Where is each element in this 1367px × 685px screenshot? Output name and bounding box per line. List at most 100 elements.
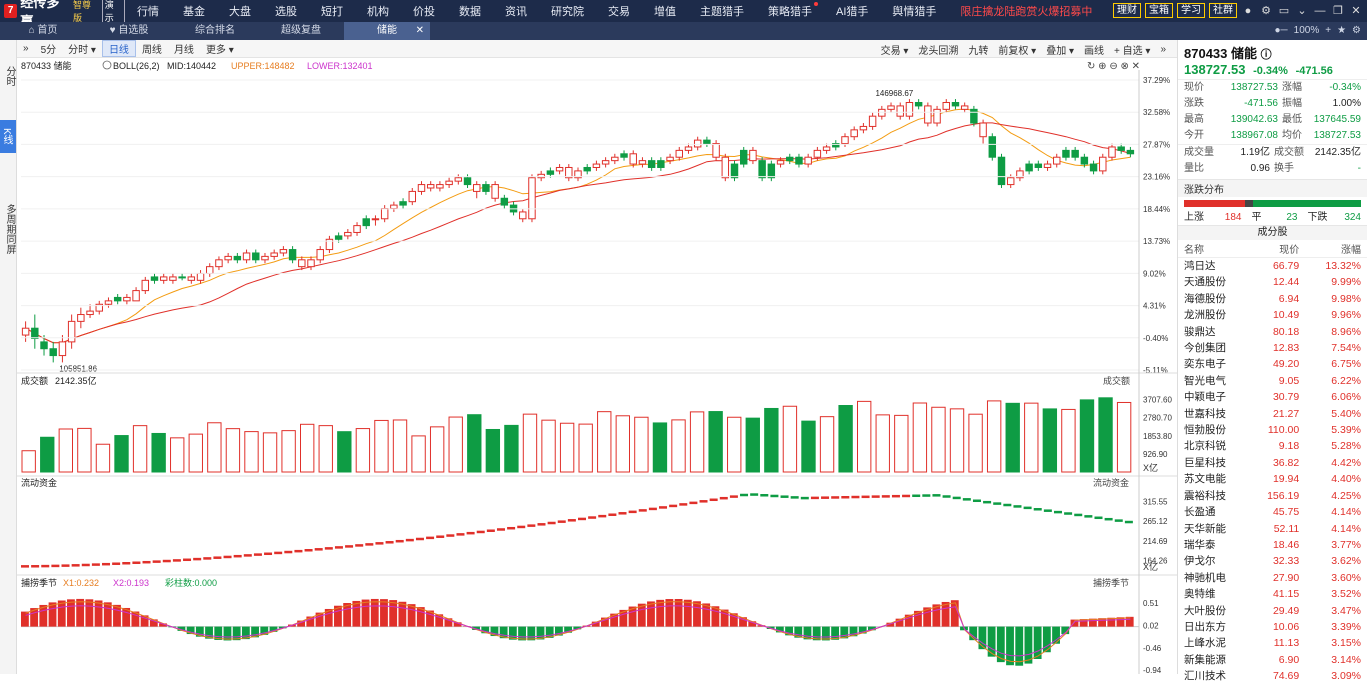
window-icon[interactable]: ▭	[1277, 4, 1291, 17]
chart-tool-icons[interactable]: ↻ ⊕ ⊖ ⊗ ✕	[1087, 61, 1140, 72]
info-icon[interactable]: ⓘ	[1261, 49, 1272, 61]
nav-item[interactable]: 研究院	[539, 3, 596, 19]
treasure-button[interactable]: 宝箱	[1145, 3, 1173, 18]
adjust-menu[interactable]: 前复权 ▾	[993, 42, 1041, 57]
nav-item[interactable]: 交易	[596, 3, 642, 19]
draw-button[interactable]: 画线	[1079, 42, 1109, 57]
nav-item[interactable]: 行情	[125, 3, 171, 19]
col-price[interactable]: 现价	[1248, 240, 1305, 258]
tab-ranking[interactable]: 综合排名	[172, 22, 258, 40]
promo-link[interactable]: 限庄擒龙陆跑赏火爆招募中	[948, 3, 1104, 19]
chevron-down-icon[interactable]: ⌄	[1295, 4, 1309, 17]
kline-chart[interactable]: 870433 储能 BOLL(26,2) MID:140442 UPPER:14…	[17, 58, 1177, 674]
tab-watchlist[interactable]: ♥ 自选股	[86, 22, 172, 40]
leader-review-button[interactable]: 龙头回溯	[913, 42, 963, 57]
nav-item[interactable]: 大盘	[217, 3, 263, 19]
col-change[interactable]: 涨幅	[1305, 240, 1367, 258]
period-weekly[interactable]: 周线	[136, 41, 168, 56]
view-kline[interactable]: K线	[0, 120, 16, 153]
period-monthly[interactable]: 月线	[168, 41, 200, 56]
nine-turn-button[interactable]: 九转	[963, 42, 993, 57]
period-timeshare[interactable]: 分时 ▾	[62, 41, 102, 56]
close-icon[interactable]: ✕	[1349, 4, 1363, 17]
component-change: 4.14%	[1305, 504, 1367, 520]
fund-segment	[1044, 509, 1052, 512]
indicator-dropdown-icon[interactable]	[103, 61, 111, 69]
component-change: 6.75%	[1305, 356, 1367, 372]
nav-item[interactable]: 资讯	[493, 3, 539, 19]
nav-item[interactable]: 策略猎手	[756, 3, 824, 19]
view-timeshare[interactable]: 分时	[2, 66, 17, 86]
plus-icon[interactable]: +	[1325, 22, 1331, 40]
community-button[interactable]: 社群	[1209, 3, 1237, 18]
learn-button[interactable]: 学习	[1177, 3, 1205, 18]
restore-icon[interactable]: ❐	[1331, 4, 1345, 17]
tab-home[interactable]: ⌂ 首页	[0, 22, 86, 40]
user-icon[interactable]: ●	[1241, 5, 1255, 17]
overlay-menu[interactable]: 叠加 ▾	[1041, 42, 1079, 57]
candle	[584, 167, 590, 170]
nav-item[interactable]: AI猎手	[824, 3, 880, 19]
indicator-name[interactable]: BOLL(26,2)	[113, 61, 160, 71]
nav-item[interactable]: 机构	[355, 3, 401, 19]
nav-item[interactable]: 数据	[447, 3, 493, 19]
volume-tick-label: 2780.70	[1143, 414, 1172, 423]
nav-item[interactable]: 舆情猎手	[880, 3, 948, 19]
tab-review[interactable]: 超级复盘	[258, 22, 344, 40]
wealth-button[interactable]: 理财	[1113, 3, 1141, 18]
candle	[501, 198, 507, 205]
settings-icon[interactable]: ⚙	[1352, 22, 1361, 40]
zoom-slider[interactable]: ●─	[1275, 22, 1288, 40]
view-multi-period[interactable]: 多周期同屏	[2, 204, 17, 254]
nav-item[interactable]: 增值	[642, 3, 688, 19]
nav-item[interactable]: 选股	[263, 3, 309, 19]
gear-icon[interactable]: ⚙	[1259, 4, 1273, 17]
volume-tick-label: 1853.80	[1143, 432, 1172, 441]
col-name[interactable]: 名称	[1178, 240, 1248, 258]
ma-line	[26, 123, 1131, 343]
fund-segment	[426, 537, 434, 540]
trade-menu[interactable]: 交易 ▾	[876, 42, 914, 57]
nav-item[interactable]: 短打	[309, 3, 355, 19]
minimize-icon[interactable]: —	[1313, 5, 1327, 17]
nav-item[interactable]: 主题猎手	[688, 3, 756, 19]
period-more[interactable]: 更多 ▾	[200, 41, 240, 56]
add-watchlist-button[interactable]: + 自选 ▾	[1109, 42, 1155, 57]
period-daily[interactable]: 日线	[102, 40, 136, 57]
period-5min[interactable]: 5分	[35, 41, 63, 56]
collapse-arrow[interactable]: »	[1155, 44, 1171, 55]
candle	[142, 280, 148, 290]
nav-item[interactable]: 基金	[171, 3, 217, 19]
close-tab-icon[interactable]: ✕	[416, 22, 424, 40]
star-icon[interactable]: ★	[1337, 22, 1346, 40]
nav-item[interactable]: 价投	[401, 3, 447, 19]
expand-arrow[interactable]: »	[17, 43, 35, 54]
tab-storage[interactable]: 储能✕	[344, 22, 430, 40]
